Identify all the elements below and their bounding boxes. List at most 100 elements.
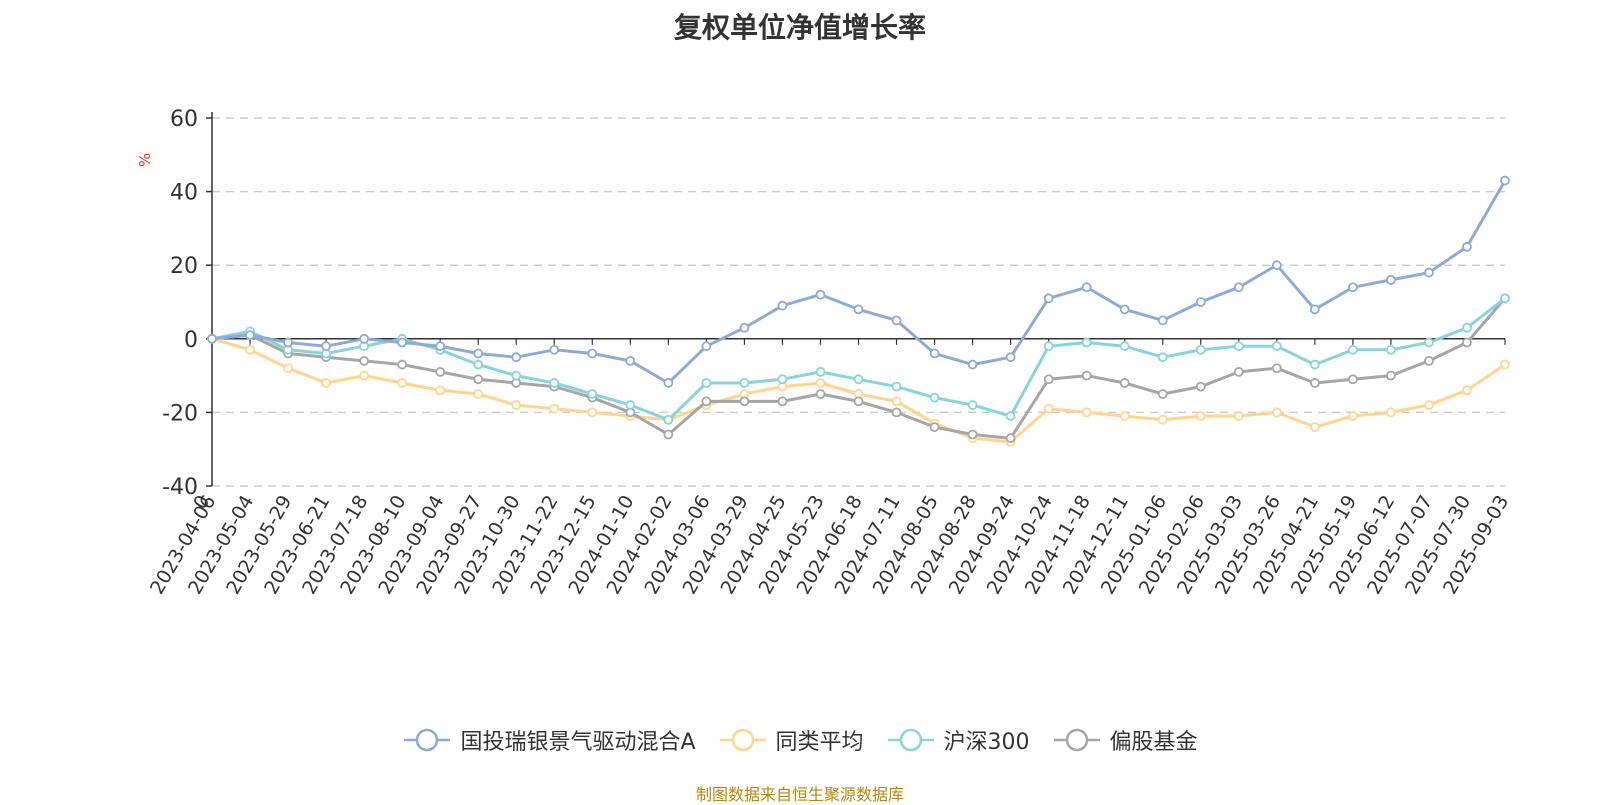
data-point	[853, 304, 864, 315]
series-line	[211, 297, 1507, 440]
data-point	[397, 337, 408, 348]
data-point	[1424, 355, 1434, 366]
data-point	[1500, 175, 1510, 186]
data-point	[625, 355, 636, 366]
data-point	[1424, 337, 1434, 348]
data-point	[207, 333, 217, 344]
data-point	[739, 396, 750, 407]
data-point	[929, 392, 940, 403]
data-point	[1233, 411, 1244, 421]
series-lines	[207, 175, 1510, 447]
data-point	[1005, 352, 1016, 363]
legend-item[interactable]: 沪深300	[886, 724, 1030, 756]
data-point	[473, 348, 484, 359]
data-point	[1386, 370, 1396, 381]
legend-item[interactable]: 国投瑞银景气驱动混合A	[402, 724, 696, 756]
data-point	[815, 367, 826, 377]
data-point	[1500, 293, 1510, 304]
data-point	[1309, 304, 1320, 315]
data-point	[891, 396, 902, 407]
data-point	[739, 378, 750, 388]
data-point	[511, 400, 522, 410]
data-point	[663, 429, 674, 440]
data-point	[777, 374, 788, 385]
data-point	[435, 341, 446, 352]
legend-label: 国投瑞银景气驱动混合A	[460, 730, 696, 755]
data-point	[1347, 282, 1358, 293]
data-point	[625, 400, 636, 410]
data-point	[1081, 407, 1092, 418]
data-point	[549, 344, 560, 355]
data-point	[1157, 414, 1168, 425]
legend-label: 偏股基金	[1109, 730, 1198, 755]
data-point	[473, 374, 484, 385]
data-point	[1386, 344, 1396, 355]
data-point	[321, 341, 331, 352]
data-point	[1081, 282, 1092, 293]
data-point	[1157, 352, 1168, 363]
y-tick-label: 40	[170, 181, 198, 206]
data-point	[397, 378, 408, 388]
data-point	[473, 389, 484, 399]
data-point	[1157, 315, 1168, 326]
data-point	[587, 348, 598, 359]
data-point	[815, 389, 826, 399]
legend-swatch	[404, 728, 451, 752]
data-point	[1233, 282, 1244, 293]
data-point	[283, 363, 293, 374]
source-note: 制图数据来自恒生聚源数据库	[695, 785, 904, 804]
data-point	[1195, 297, 1206, 307]
data-point	[549, 403, 560, 414]
data-point	[929, 348, 940, 359]
grid-lines	[212, 117, 1505, 487]
legend-item[interactable]: 同类平均	[718, 724, 864, 756]
data-point	[663, 378, 674, 388]
data-point	[1271, 363, 1282, 374]
legend-label: 同类平均	[775, 730, 864, 755]
data-point	[701, 396, 712, 407]
data-point	[891, 315, 902, 326]
data-point	[967, 429, 978, 440]
data-point	[1462, 385, 1472, 396]
legend-item[interactable]: 偏股基金	[1052, 724, 1198, 756]
data-point	[1195, 344, 1206, 355]
data-point	[245, 344, 255, 355]
data-point	[1119, 341, 1130, 352]
data-point	[1500, 359, 1510, 370]
data-point	[245, 330, 255, 341]
data-point	[1347, 344, 1358, 355]
data-point	[1005, 411, 1016, 421]
data-point	[1424, 400, 1434, 410]
data-point	[549, 378, 560, 388]
data-point	[1347, 411, 1358, 421]
data-point	[1233, 341, 1244, 352]
data-point	[1271, 260, 1282, 271]
legend-swatch-marker	[731, 728, 754, 752]
data-point	[473, 359, 484, 370]
data-point	[1233, 367, 1244, 377]
data-point	[1424, 267, 1434, 278]
data-point	[1005, 433, 1016, 444]
data-point	[739, 322, 750, 333]
y-tick-label: 60	[170, 107, 198, 132]
data-point	[1386, 407, 1396, 418]
data-point	[1309, 359, 1320, 370]
data-point	[891, 381, 902, 392]
y-tick-label: 20	[170, 254, 198, 279]
y-axis-unit-label: %	[136, 153, 154, 167]
data-point	[1043, 293, 1054, 304]
data-point	[663, 414, 674, 425]
y-tick-label: -20	[162, 401, 198, 426]
legend: 国投瑞银景气驱动混合A 同类平均 沪深300 偏股基金	[0, 724, 1600, 756]
y-tick-label: -40	[162, 475, 198, 500]
y-tick-label: 0	[184, 328, 198, 353]
data-point	[853, 374, 864, 385]
data-point	[967, 400, 978, 410]
chart-title: 复权单位净值增长率	[673, 11, 926, 44]
data-point	[359, 333, 370, 344]
data-point	[1157, 389, 1168, 399]
data-point	[1119, 411, 1130, 421]
data-point	[1195, 381, 1206, 392]
data-point	[435, 367, 446, 377]
